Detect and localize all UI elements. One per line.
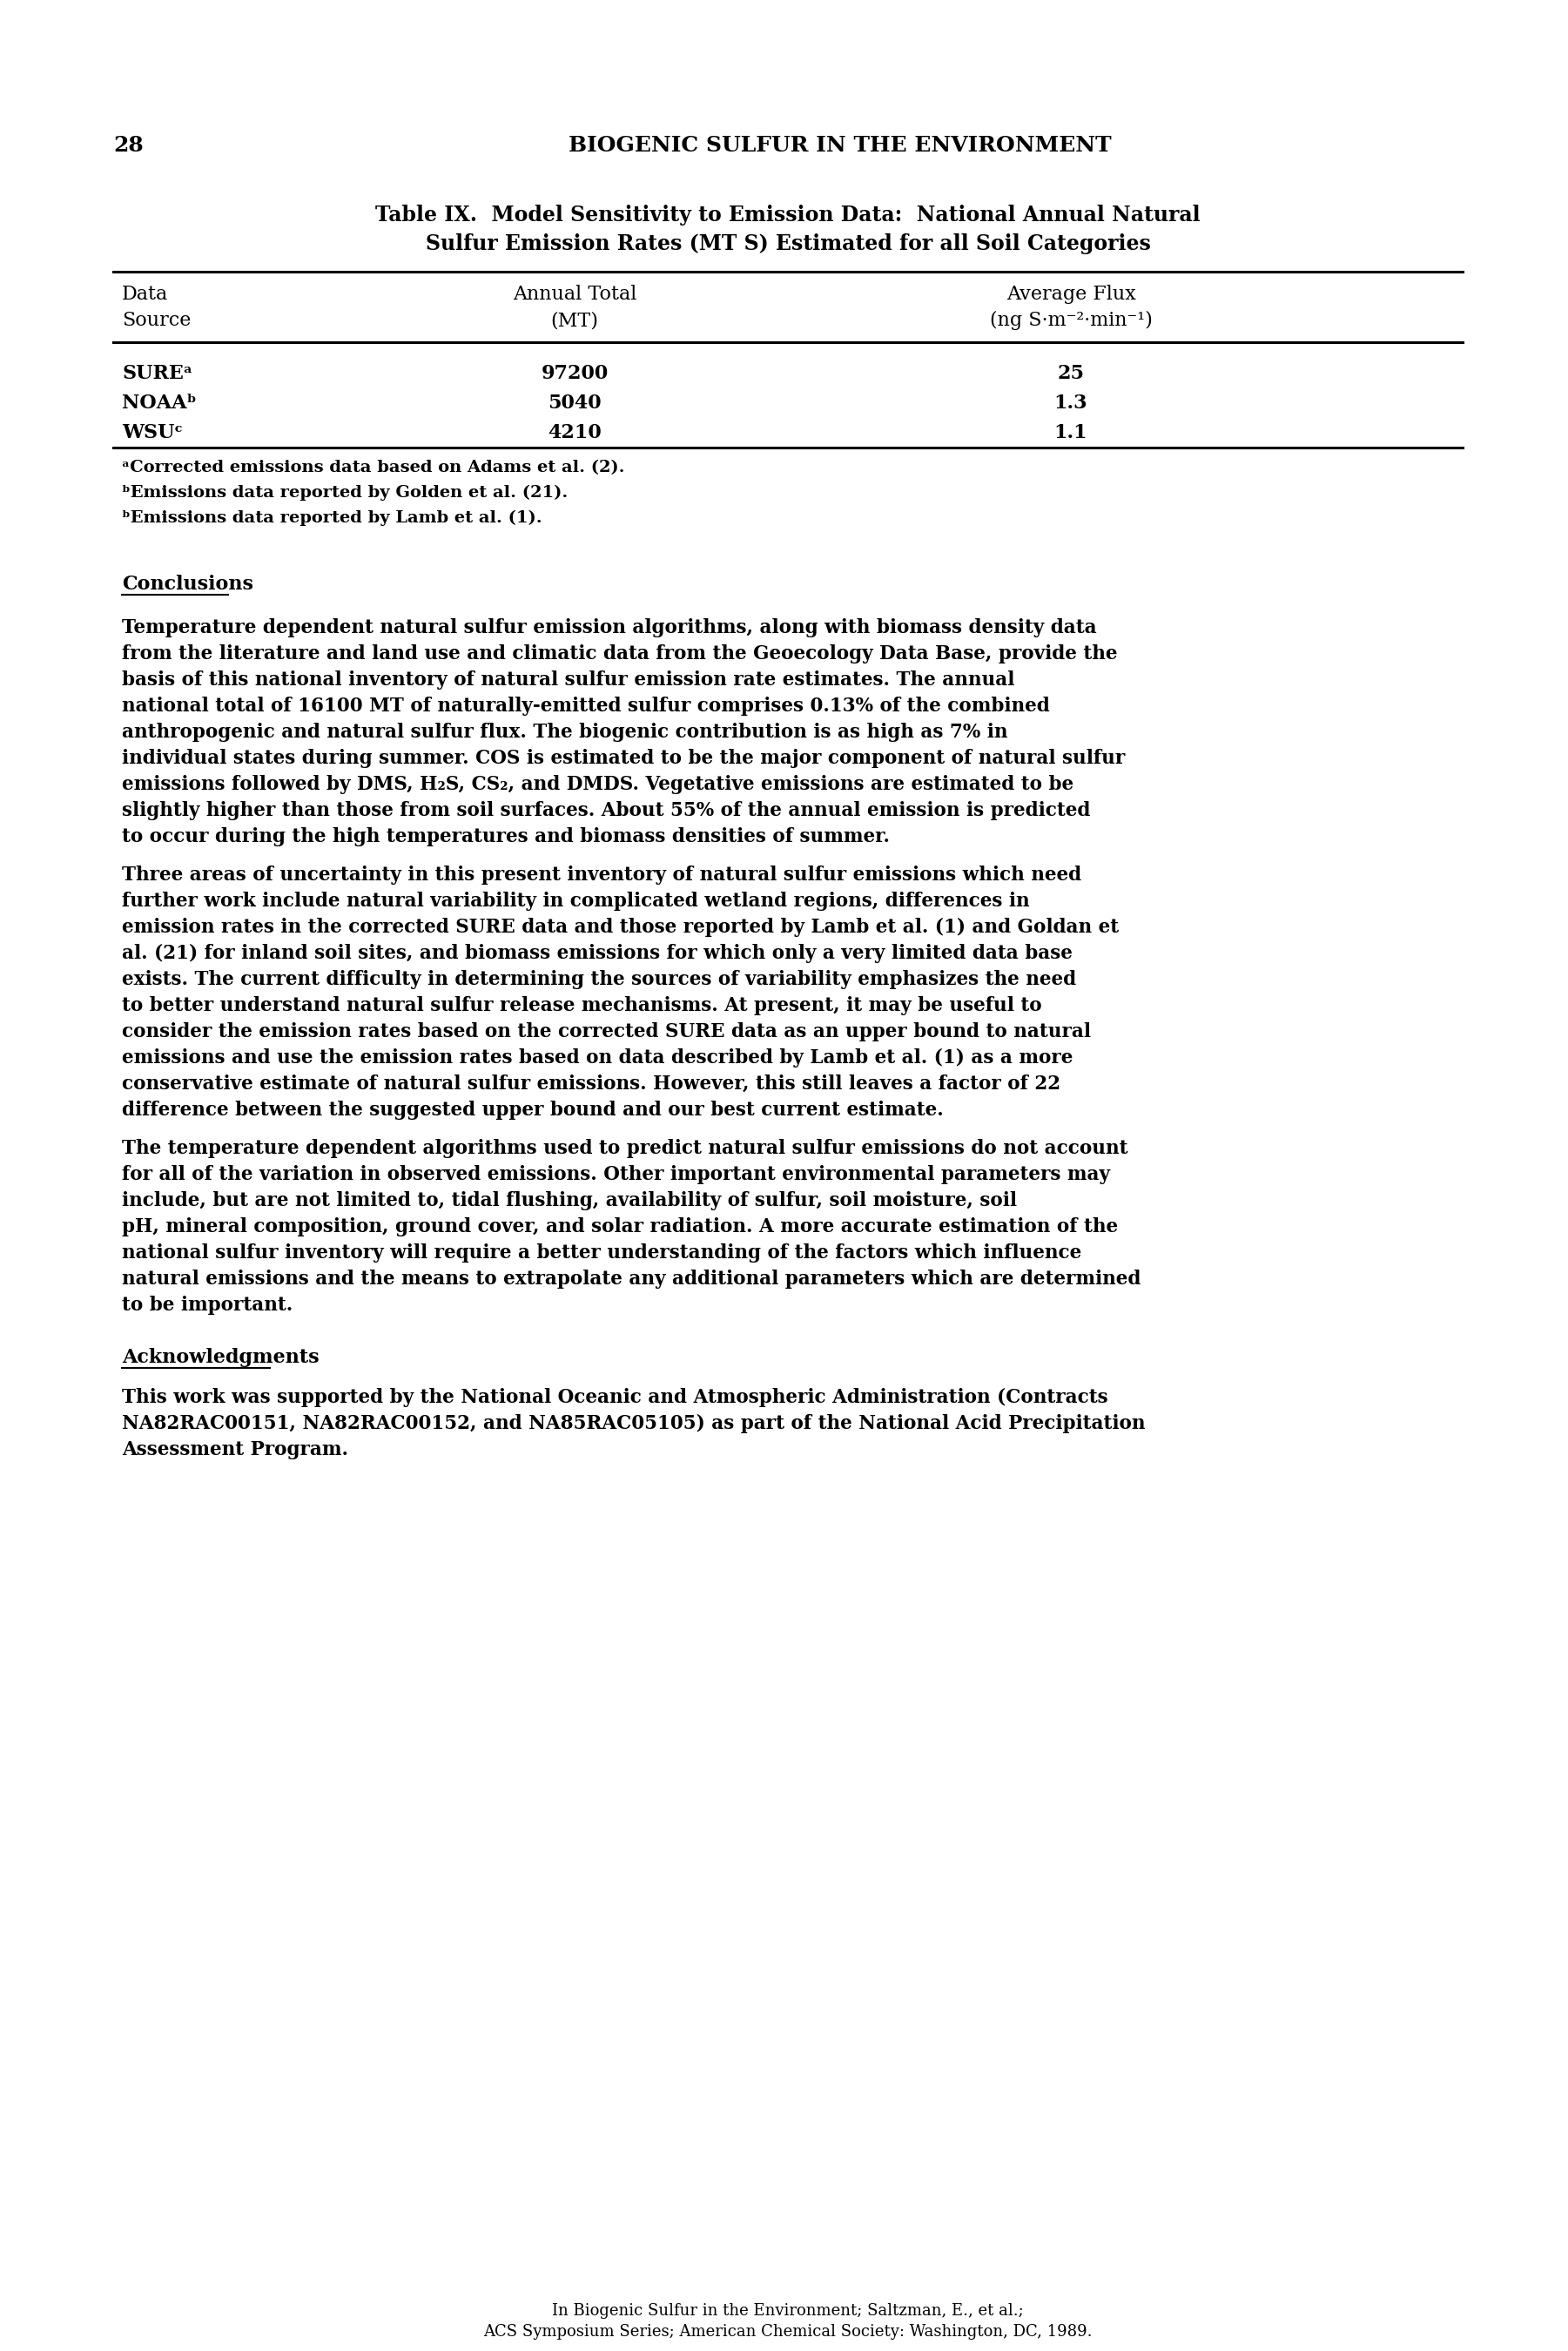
Text: emissions followed by DMS, H₂S, CS₂, and DMDS. Vegetative emissions are estimate: emissions followed by DMS, H₂S, CS₂, and…	[122, 776, 1074, 795]
Text: include, but are not limited to, tidal flushing, availability of sulfur, soil mo: include, but are not limited to, tidal f…	[122, 1192, 1018, 1211]
Text: 25: 25	[1057, 364, 1085, 383]
Text: individual states during summer. COS is estimated to be the major component of n: individual states during summer. COS is …	[122, 750, 1126, 769]
Text: national sulfur inventory will require a better understanding of the factors whi: national sulfur inventory will require a…	[122, 1244, 1082, 1262]
Text: 97200: 97200	[541, 364, 608, 383]
Text: ACS Symposium Series; American Chemical Society: Washington, DC, 1989.: ACS Symposium Series; American Chemical …	[483, 2325, 1093, 2339]
Text: 28: 28	[113, 134, 143, 155]
Text: Conclusions: Conclusions	[122, 574, 254, 595]
Text: difference between the suggested upper bound and our best current estimate.: difference between the suggested upper b…	[122, 1100, 944, 1119]
Text: ᵇEmissions data reported by Golden et al. (21).: ᵇEmissions data reported by Golden et al…	[122, 484, 568, 501]
Text: Average Flux: Average Flux	[1007, 284, 1135, 303]
Text: further work include natural variability in complicated wetland regions, differe: further work include natural variability…	[122, 891, 1030, 910]
Text: This work was supported by the National Oceanic and Atmospheric Administration (: This work was supported by the National …	[122, 1387, 1109, 1408]
Text: The temperature dependent algorithms used to predict natural sulfur emissions do: The temperature dependent algorithms use…	[122, 1138, 1127, 1159]
Text: 1.3: 1.3	[1054, 393, 1088, 414]
Text: Three areas of uncertainty in this present inventory of natural sulfur emissions: Three areas of uncertainty in this prese…	[122, 865, 1082, 884]
Text: 4210: 4210	[547, 423, 602, 442]
Text: slightly higher than those from soil surfaces. About 55% of the annual emission : slightly higher than those from soil sur…	[122, 802, 1090, 820]
Text: In Biogenic Sulfur in the Environment; Saltzman, E., et al.;: In Biogenic Sulfur in the Environment; S…	[552, 2304, 1024, 2318]
Text: conservative estimate of natural sulfur emissions. However, this still leaves a : conservative estimate of natural sulfur …	[122, 1074, 1060, 1093]
Text: Annual Total: Annual Total	[513, 284, 637, 303]
Text: WSUᶜ: WSUᶜ	[122, 423, 183, 442]
Text: from the literature and land use and climatic data from the Geoecology Data Base: from the literature and land use and cli…	[122, 644, 1118, 663]
Text: natural emissions and the means to extrapolate any additional parameters which a: natural emissions and the means to extra…	[122, 1270, 1142, 1288]
Text: NA82RAC00151, NA82RAC00152, and NA85RAC05105) as part of the National Acid Preci: NA82RAC00151, NA82RAC00152, and NA85RAC0…	[122, 1413, 1145, 1434]
Text: (ng S·m⁻²·min⁻¹): (ng S·m⁻²·min⁻¹)	[989, 310, 1152, 329]
Text: NOAAᵇ: NOAAᵇ	[122, 393, 196, 414]
Text: basis of this national inventory of natural sulfur emission rate estimates. The : basis of this national inventory of natu…	[122, 670, 1014, 689]
Text: al. (21) for inland soil sites, and biomass emissions for which only a very limi: al. (21) for inland soil sites, and biom…	[122, 943, 1073, 964]
Text: Table IX.  Model Sensitivity to Emission Data:  National Annual Natural: Table IX. Model Sensitivity to Emission …	[375, 205, 1201, 226]
Text: national total of 16100 MT of naturally-emitted sulfur comprises 0.13% of the co: national total of 16100 MT of naturally-…	[122, 696, 1049, 715]
Text: pH, mineral composition, ground cover, and solar radiation. A more accurate esti: pH, mineral composition, ground cover, a…	[122, 1218, 1118, 1237]
Text: for all of the variation in observed emissions. Other important environmental pa: for all of the variation in observed emi…	[122, 1166, 1110, 1185]
Text: 1.1: 1.1	[1054, 423, 1088, 442]
Text: Acknowledgments: Acknowledgments	[122, 1347, 320, 1366]
Text: to be important.: to be important.	[122, 1295, 293, 1314]
Text: (MT): (MT)	[550, 310, 599, 329]
Text: Data: Data	[122, 284, 168, 303]
Text: consider the emission rates based on the corrected SURE data as an upper bound t: consider the emission rates based on the…	[122, 1023, 1091, 1041]
Text: anthropogenic and natural sulfur flux. The biogenic contribution is as high as 7: anthropogenic and natural sulfur flux. T…	[122, 722, 1008, 743]
Text: SUREᵃ: SUREᵃ	[122, 364, 193, 383]
Text: 5040: 5040	[547, 393, 602, 414]
Text: ᵃCorrected emissions data based on Adams et al. (2).: ᵃCorrected emissions data based on Adams…	[122, 461, 624, 475]
Text: Temperature dependent natural sulfur emission algorithms, along with biomass den: Temperature dependent natural sulfur emi…	[122, 618, 1096, 637]
Text: to better understand natural sulfur release mechanisms. At present, it may be us: to better understand natural sulfur rele…	[122, 997, 1041, 1016]
Text: ᵇEmissions data reported by Lamb et al. (1).: ᵇEmissions data reported by Lamb et al. …	[122, 510, 543, 527]
Text: emission rates in the corrected SURE data and those reported by Lamb et al. (1) : emission rates in the corrected SURE dat…	[122, 917, 1120, 938]
Text: BIOGENIC SULFUR IN THE ENVIRONMENT: BIOGENIC SULFUR IN THE ENVIRONMENT	[569, 134, 1112, 155]
Text: Source: Source	[122, 310, 191, 329]
Text: Assessment Program.: Assessment Program.	[122, 1441, 348, 1460]
Text: to occur during the high temperatures and biomass densities of summer.: to occur during the high temperatures an…	[122, 828, 889, 846]
Text: Sulfur Emission Rates (MT S) Estimated for all Soil Categories: Sulfur Emission Rates (MT S) Estimated f…	[425, 233, 1151, 254]
Text: exists. The current difficulty in determining the sources of variability emphasi: exists. The current difficulty in determ…	[122, 971, 1076, 990]
Text: emissions and use the emission rates based on data described by Lamb et al. (1) : emissions and use the emission rates bas…	[122, 1049, 1073, 1067]
